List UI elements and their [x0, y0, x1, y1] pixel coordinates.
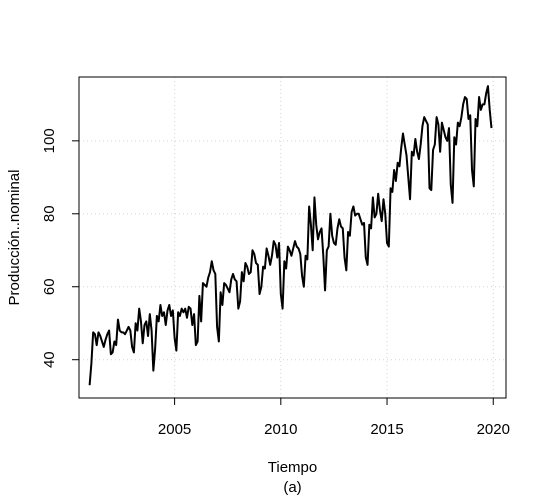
- series-layer: [88, 85, 493, 386]
- x-tick-label: 2015: [370, 421, 403, 438]
- x-axis: 2005 2010 2015 2020: [158, 398, 510, 438]
- y-tick-label: 40: [41, 351, 58, 368]
- x-tick-label: 2010: [264, 421, 297, 438]
- plot-frame: [78, 76, 507, 399]
- x-axis-sublabel: (a): [283, 479, 301, 496]
- x-tick-label: 2020: [477, 421, 510, 438]
- y-tick-label: 100: [41, 128, 58, 153]
- series-line: [88, 85, 493, 386]
- y-axis: 40 60 80 100: [41, 128, 79, 368]
- y-tick-label: 60: [41, 278, 58, 295]
- x-tick-label: 2005: [158, 421, 191, 438]
- x-axis-label: Tiempo: [268, 459, 317, 476]
- y-tick-label: 80: [41, 205, 58, 222]
- y-axis-label: Producción..nominal: [6, 170, 23, 306]
